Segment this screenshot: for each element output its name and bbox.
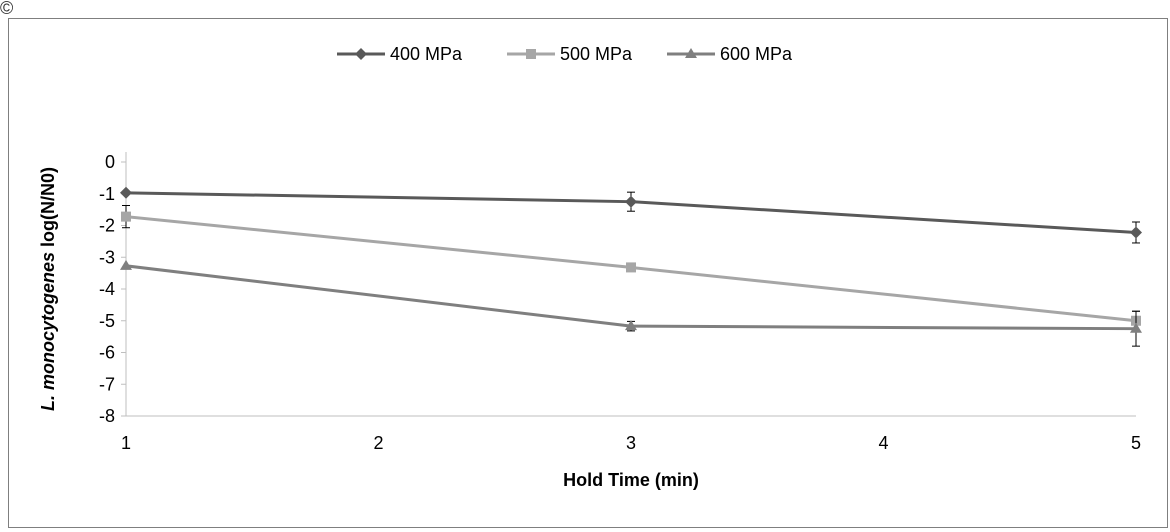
triangle-marker [685, 48, 697, 58]
y-tick-label: -5 [99, 311, 115, 331]
line-chart: 400 MPa 500 MPa 600 MPa 0-1-2-3-4-5-6-7-8 … [8, 18, 1168, 528]
y-axis-title: L. monocytogenes log(N/N0) [38, 167, 58, 411]
y-tick-label: -3 [99, 247, 115, 267]
diamond-marker [1130, 226, 1142, 239]
y-tick-label: -7 [99, 374, 115, 394]
legend-item: 500 MPa [507, 44, 633, 64]
x-tick-label: 3 [626, 433, 636, 453]
y-tick-label: 0 [105, 152, 115, 172]
y-tick-label: -4 [99, 279, 115, 299]
legend-label: 600 MPa [720, 44, 793, 64]
series-layer [120, 186, 1142, 347]
x-tick-label: 4 [878, 433, 888, 453]
triangle-marker [120, 259, 132, 270]
chart-frame: 400 MPa 500 MPa 600 MPa 0 -1 -2 -3 -4 -5 -6 -7 -8 … [8, 18, 1168, 528]
y-axis-title-species: L. monocytogenes [38, 252, 58, 411]
x-tick-label: 2 [373, 433, 383, 453]
series-400-mpa [120, 186, 1142, 244]
y-tick-label: -2 [99, 216, 115, 236]
chart-border [8, 18, 1168, 528]
diamond-marker [120, 186, 132, 199]
y-tick-label: -8 [99, 406, 115, 426]
legend-label: 500 MPa [560, 44, 633, 64]
x-tick-label: 5 [1131, 433, 1141, 453]
x-axis-title: Hold Time (min) [563, 470, 699, 490]
diamond-marker [355, 48, 367, 60]
x-tick-label: 1 [121, 433, 131, 453]
triangle-marker [625, 320, 637, 331]
y-axis-title-measure: log(N/N0) [38, 167, 58, 247]
square-marker [626, 262, 636, 273]
diamond-marker [625, 195, 637, 208]
legend-label: 400 MPa [390, 44, 463, 64]
triangle-marker [1130, 322, 1142, 333]
x-tick-labels: 1 2 3 4 5 [121, 433, 1141, 453]
square-marker [121, 211, 131, 222]
legend-item: 400 MPa [337, 44, 463, 64]
series-600-mpa [120, 259, 1142, 347]
y-tick-label: -1 [99, 184, 115, 204]
legend: 400 MPa 500 MPa 600 MPa [337, 44, 793, 64]
legend-item: 600 MPa [667, 44, 793, 64]
y-tick-label: -6 [99, 343, 115, 363]
corner-mark: © [0, 0, 14, 18]
square-marker [526, 49, 536, 59]
y-tick-labels: 0 -1 -2 -3 -4 -5 -6 -7 -8 [99, 152, 115, 426]
